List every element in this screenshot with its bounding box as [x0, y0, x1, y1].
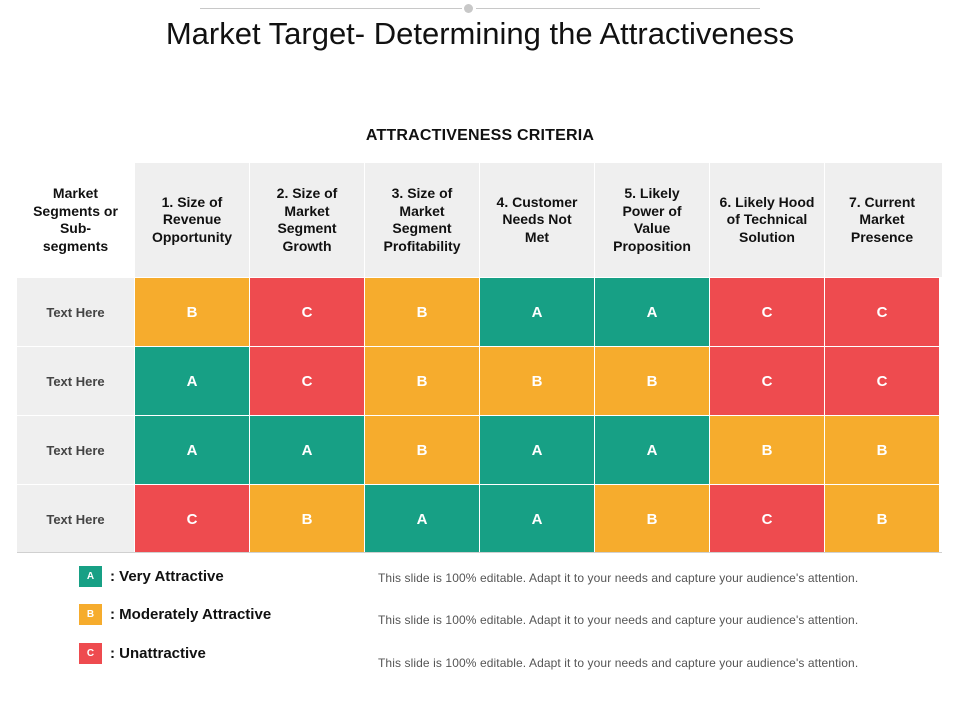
- header-criterion-3-line: 3. Size of: [391, 185, 453, 201]
- header-criterion-2-line: Segment: [277, 220, 337, 236]
- rating-cell: A: [479, 485, 594, 553]
- rating-cell: C: [709, 485, 824, 553]
- header-criterion-6: 6. Likely Hood of Technical Solution: [709, 163, 824, 277]
- legend-label: : Very Attractive: [110, 568, 224, 585]
- editable-note: This slide is 100% editable. Adapt it to…: [378, 571, 859, 585]
- page-title: Market Target- Determining the Attractiv…: [165, 16, 795, 51]
- header-criterion-6-line: of Technical: [726, 211, 808, 228]
- row-label: Text Here: [17, 347, 134, 415]
- header-criterion-6-line: 6. Likely Hood: [719, 193, 815, 210]
- legend-label: : Moderately Attractive: [110, 606, 272, 623]
- header-segments-line: Sub-: [59, 220, 92, 236]
- header-criterion-2-line: Market: [284, 202, 330, 219]
- header-criterion-5: 5. Likely Power of Value Proposition: [594, 163, 709, 277]
- rating-cell: A: [134, 416, 249, 484]
- header-criterion-4: 4. Customer Needs Not Met: [479, 163, 594, 277]
- header-criterion-3-line: Market: [399, 202, 445, 219]
- header-criterion-2-line: Growth: [282, 237, 332, 254]
- rating-cell: C: [249, 347, 364, 415]
- rating-cell: C: [249, 278, 364, 346]
- header-criterion-3-line: Profitability: [383, 237, 461, 254]
- header-segments-line: Segments or: [33, 202, 118, 219]
- rating-cell: B: [824, 416, 939, 484]
- rating-cell: B: [824, 485, 939, 553]
- header-criterion-5-line: Power of: [622, 202, 682, 219]
- rating-cell: B: [364, 416, 479, 484]
- rating-cell: A: [249, 416, 364, 484]
- editable-note: This slide is 100% editable. Adapt it to…: [378, 613, 859, 627]
- rating-cell: B: [479, 347, 594, 415]
- rating-cell: A: [364, 485, 479, 553]
- attractiveness-grid: Market Segments or Sub-segments 1. Size of R…: [17, 163, 942, 553]
- rating-cell: A: [594, 416, 709, 484]
- rating-cell: B: [709, 416, 824, 484]
- row-label: Text Here: [17, 278, 134, 346]
- rating-cell: B: [249, 485, 364, 553]
- header-criterion-1-line: Revenue: [162, 211, 222, 228]
- row-label: Text Here: [17, 416, 134, 484]
- legend-item: C : Unattractive: [79, 643, 206, 664]
- top-divider-dot: [464, 4, 473, 13]
- rating-cell: C: [824, 347, 939, 415]
- legend-swatch: B: [79, 604, 102, 625]
- header-criterion-7-line: 7. Current: [848, 193, 916, 210]
- rating-cell: B: [594, 485, 709, 553]
- header-criterion-4-line: Needs Not: [502, 211, 572, 228]
- header-criterion-1-line: Opportunity: [151, 228, 233, 245]
- row-label: Text Here: [17, 485, 134, 553]
- table-row: Text Here C B A A B C B: [17, 484, 942, 553]
- rating-cell: C: [709, 278, 824, 346]
- header-criterion-7-line: Presence: [850, 228, 914, 245]
- legend-swatch: A: [79, 566, 102, 587]
- header-segments-line: Market: [52, 185, 99, 201]
- rating-cell: B: [364, 347, 479, 415]
- rating-cell: A: [594, 278, 709, 346]
- top-divider-left: [200, 8, 462, 9]
- header-criterion-6-line: Solution: [738, 228, 795, 245]
- header-criterion-5-line: Value: [633, 220, 671, 236]
- header-criterion-5-line: 5. Likely: [624, 185, 680, 201]
- header-segments-line: segments: [42, 237, 109, 254]
- rating-cell: C: [134, 485, 249, 553]
- rating-cell: B: [134, 278, 249, 346]
- header-criterion-4-line: Met: [524, 228, 550, 245]
- header-criterion-3-line: Segment: [392, 220, 452, 236]
- legend-swatch: C: [79, 643, 102, 664]
- rating-cell: A: [134, 347, 249, 415]
- rating-cell: B: [594, 347, 709, 415]
- rating-cell: A: [479, 416, 594, 484]
- header-segments: Market Segments or Sub-segments: [17, 163, 134, 277]
- header-criterion-2: 2. Size of Market Segment Growth: [249, 163, 364, 277]
- header-criterion-1-line: 1. Size of: [161, 193, 223, 210]
- table-row: Text Here B C B A A C C: [17, 277, 942, 346]
- table-row: Text Here A C B B B C C: [17, 346, 942, 415]
- header-criterion-7: 7. Current Market Presence: [824, 163, 939, 277]
- header-criterion-1: 1. Size of Revenue Opportunity: [134, 163, 249, 277]
- table-row: Text Here A A B A A B B: [17, 415, 942, 484]
- grid-bottom-border: [17, 552, 942, 553]
- header-criterion-4-line: 4. Customer: [496, 193, 578, 210]
- header-row: Market Segments or Sub-segments 1. Size of R…: [17, 163, 942, 277]
- top-divider-right: [476, 8, 760, 9]
- header-criterion-3: 3. Size of Market Segment Profitability: [364, 163, 479, 277]
- editable-note: This slide is 100% editable. Adapt it to…: [378, 656, 859, 670]
- header-criterion-2-line: 2. Size of: [276, 185, 338, 201]
- legend-item: B : Moderately Attractive: [79, 604, 271, 625]
- rating-cell: B: [364, 278, 479, 346]
- rating-cell: C: [709, 347, 824, 415]
- rating-cell: C: [824, 278, 939, 346]
- legend-label: : Unattractive: [110, 645, 206, 662]
- criteria-heading: ATTRACTIVENESS CRITERIA: [365, 127, 595, 144]
- header-criterion-7-line: Market: [859, 211, 905, 228]
- header-criterion-5-line: Proposition: [613, 237, 691, 254]
- legend-item: A : Very Attractive: [79, 566, 224, 587]
- rating-cell: A: [479, 278, 594, 346]
